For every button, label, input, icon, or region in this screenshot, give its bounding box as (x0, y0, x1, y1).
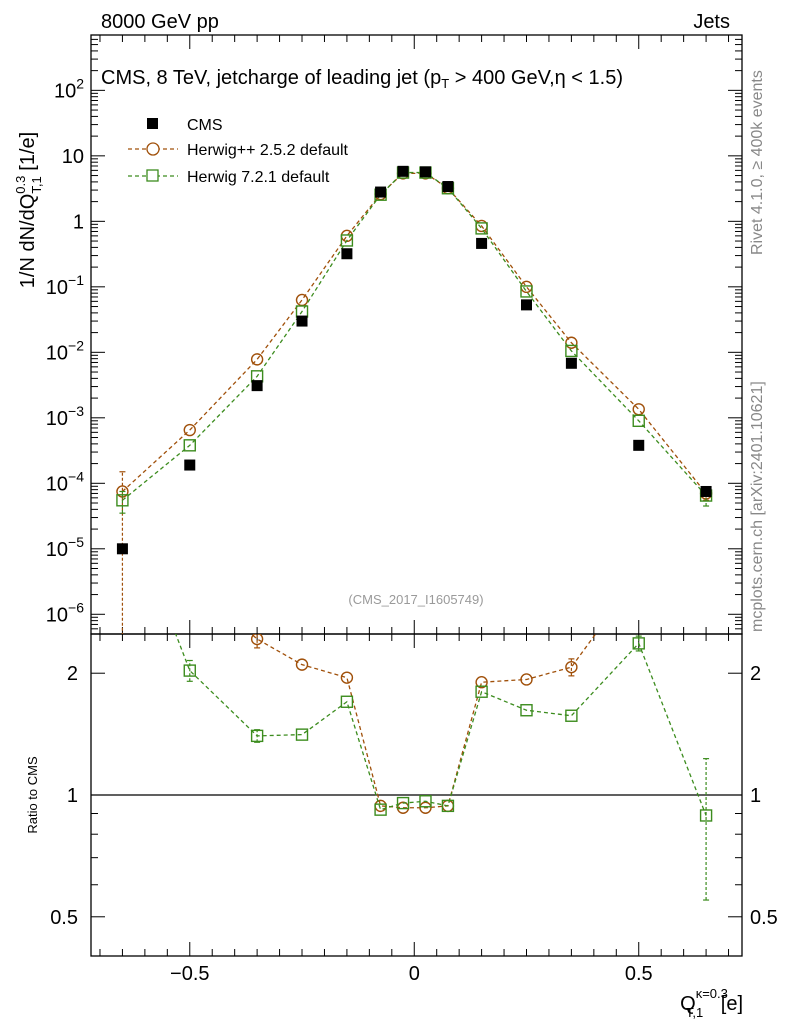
ratio-herwig7-point (374, 803, 387, 816)
ratio-herwig7-point (699, 809, 713, 822)
x-tick-label: 0.5 (625, 963, 653, 985)
herwig7-point (632, 414, 645, 428)
data-layer (116, 165, 713, 901)
ratio-y-tick-label: 0.5 (50, 907, 78, 929)
cms-point (442, 181, 454, 193)
header-left: 8000 GeV pp (101, 11, 219, 33)
legend-marker-cms (147, 118, 158, 129)
ratio-y-axis-label: Ratio to CMS (25, 756, 40, 834)
legend: CMS Herwig++ 2.5.2 default Herwig 7.2.1 … (128, 117, 349, 186)
cms-point (341, 248, 353, 260)
ratio-herwigpp-point (419, 801, 432, 814)
cms-point (565, 357, 577, 369)
herwig7-line (122, 171, 707, 501)
ratio-y-tick-label: 0.5 (750, 907, 778, 929)
ratio-herwig7-point (441, 799, 455, 813)
ratio-herwig7-point (183, 664, 196, 677)
herwig7-point (520, 285, 533, 298)
ratio-herwig7-point (396, 796, 410, 810)
herwig7-point (183, 439, 196, 452)
herwigpp-point (632, 403, 645, 416)
ratio-herwigpp-point (565, 660, 578, 674)
legend-label-herwig7: Herwig 7.2.1 default (187, 169, 330, 186)
herwig7-point (340, 234, 354, 247)
ratio-herwig7-point (475, 685, 488, 698)
ratio-y-tick-label: 1 (750, 785, 761, 807)
herwigpp-point (565, 336, 578, 349)
cms-point (296, 315, 308, 327)
ratio-herwig7-point (295, 728, 309, 741)
cms-point (633, 439, 645, 451)
herwigpp-point (295, 293, 309, 307)
cms-point (375, 186, 387, 198)
legend-label-cms: CMS (187, 117, 223, 134)
herwigpp-point (183, 423, 196, 437)
y-tick-label: 10−2 (46, 337, 84, 364)
x-tick-label: −0.5 (170, 963, 209, 985)
ratio-y-tick-label: 2 (67, 663, 78, 685)
herwigpp-line (121, 172, 707, 494)
ratio-herwig7-point (565, 709, 578, 722)
ratio-herwig7-point (340, 695, 354, 708)
y-tick-label: 10−5 (46, 534, 84, 561)
cms-point (700, 485, 712, 497)
y-tick-label: 10−3 (46, 403, 84, 430)
x-tick-label: 0 (409, 963, 420, 985)
main-series-group (116, 165, 713, 634)
ratio-y-tick-label: 1 (67, 785, 78, 807)
y-tick-label: 10−4 (46, 468, 84, 495)
ratio-series-group (175, 569, 713, 901)
header-right: Jets (693, 11, 730, 33)
ratio-herwigpp-point (520, 673, 533, 686)
cms-point (476, 237, 488, 249)
ratio-y-tick-label: 2 (750, 663, 761, 685)
rivet-side-label: Rivet 4.1.0, ≥ 400k events (749, 70, 766, 255)
y-tick-label: 10 (62, 146, 84, 168)
y-tick-label: 10−1 (46, 272, 84, 299)
legend-label-herwigpp: Herwig++ 2.5.2 default (187, 142, 349, 159)
herwigpp-point (520, 280, 533, 294)
y-tick-label: 102 (54, 75, 84, 102)
ratio-herwigpp-point (340, 671, 354, 684)
cms-point (520, 299, 532, 311)
herwigpp-point (250, 353, 264, 366)
ratio-herwig7-point (419, 795, 432, 808)
mcplots-side-label: mcplots.cern.ch [arXiv:2401.10621] (749, 381, 766, 632)
ratio-herwig7-point (520, 704, 533, 717)
ratio-herwig7-point (632, 637, 645, 650)
ratio-herwigpp-point (250, 634, 264, 646)
x-axis-label: Qκ=0.3 T,1 [e] (680, 986, 743, 1020)
main-y-axis-label: 1/N dN/dQ0.3T,1 [1/e] (13, 132, 44, 288)
ratio-herwigpp-point (633, 569, 644, 580)
analysis-watermark: (CMS_2017_I1605749) (348, 592, 483, 607)
y-tick-label: 1 (73, 211, 84, 233)
herwig7-point (116, 494, 129, 507)
herwig7-point (475, 222, 488, 235)
ratio-herwigpp-point (475, 676, 488, 689)
plot-title: CMS, 8 TeV, jetcharge of leading jet (pT… (101, 67, 623, 91)
ratio-herwigpp-line (250, 634, 597, 809)
ratio-herwig7-point (250, 729, 264, 743)
cms-point (251, 380, 263, 392)
legend-marker-herwigpp (146, 142, 160, 156)
cms-point (397, 165, 409, 177)
ratio-herwig7-line (175, 634, 707, 816)
cms-point (116, 543, 128, 555)
ratio-herwigpp-point (184, 574, 195, 585)
y-tick-label: 10−6 (46, 599, 84, 626)
cms-point (419, 166, 431, 178)
ratio-herwigpp-point (295, 658, 309, 671)
herwig7-point (565, 344, 578, 358)
cms-point (184, 459, 196, 471)
legend-marker-herwig7 (146, 169, 159, 182)
axes-layer: −0.5 0 0.5 102 10 1 10−1 10−2 10−3 10−4 10−5 10−6 2 2… (46, 34, 778, 985)
